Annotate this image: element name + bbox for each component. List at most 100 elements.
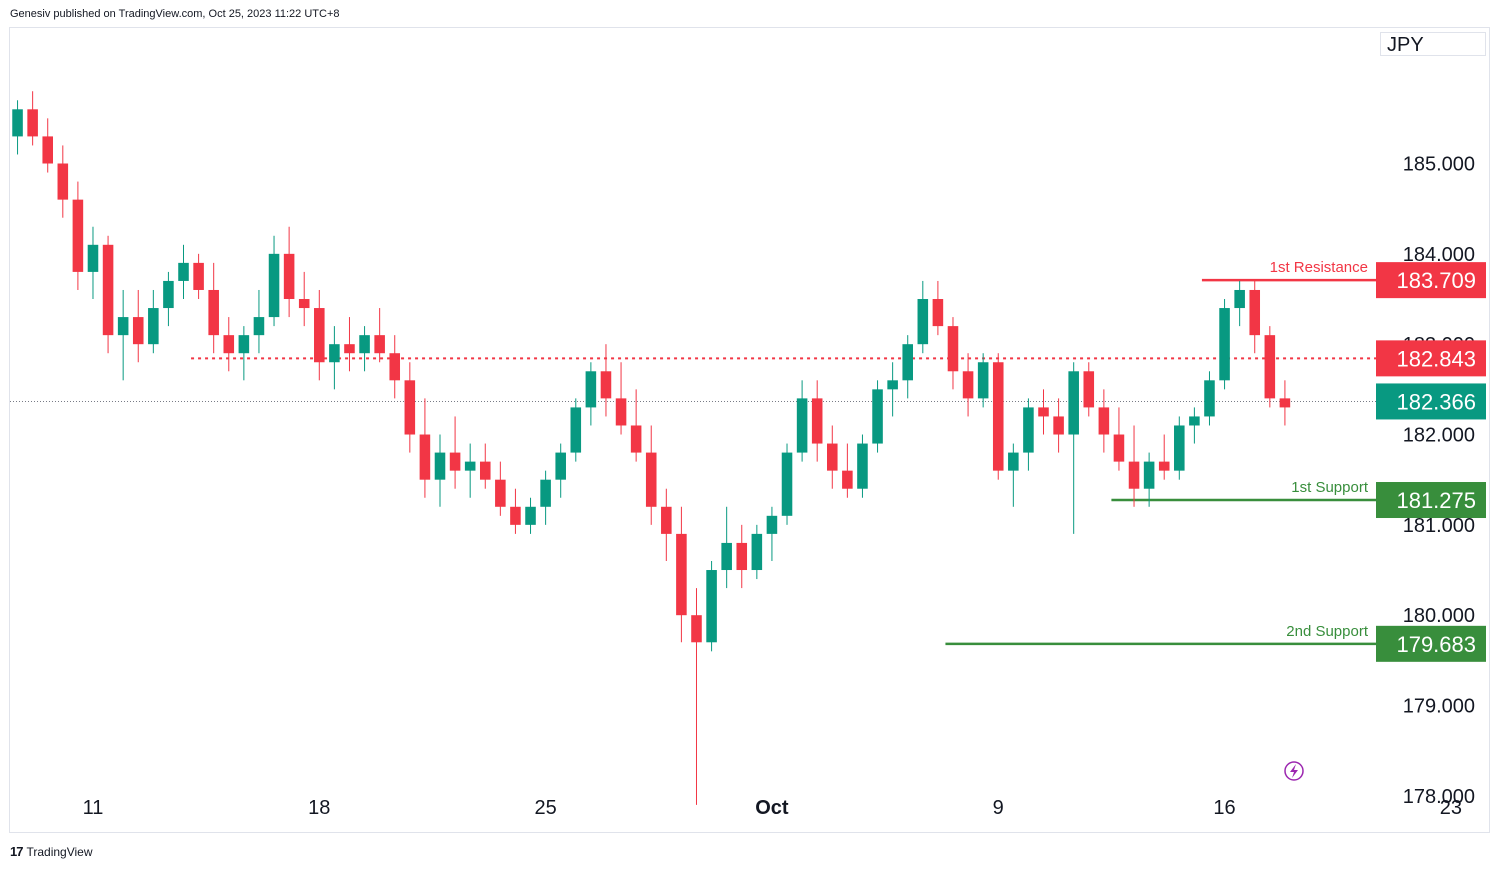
candle-body xyxy=(630,425,642,453)
y-tick-label: 180.000 xyxy=(1403,605,1475,627)
candle-body xyxy=(57,163,69,200)
candle xyxy=(842,443,853,498)
candle xyxy=(902,335,913,399)
candle xyxy=(736,524,748,589)
candle-body xyxy=(253,317,265,336)
candle xyxy=(193,253,204,300)
candle-body xyxy=(495,479,506,507)
candle xyxy=(811,380,823,462)
candle xyxy=(57,145,69,218)
candle xyxy=(887,362,898,417)
candle xyxy=(1264,326,1276,408)
candle xyxy=(464,443,476,498)
candle-body xyxy=(887,380,898,390)
candle-body xyxy=(721,542,732,571)
candle-body xyxy=(72,199,84,272)
chart-frame[interactable] xyxy=(9,27,1490,833)
y-tick-label: 181.000 xyxy=(1403,515,1475,537)
candle xyxy=(163,271,174,327)
y-tick-label: 179.000 xyxy=(1403,696,1475,718)
candle-body xyxy=(796,398,808,453)
candle xyxy=(1234,280,1245,327)
candle xyxy=(72,181,84,290)
candle xyxy=(630,389,642,462)
candle-body xyxy=(419,434,431,480)
candle-body xyxy=(1098,407,1110,435)
candle-body xyxy=(540,479,551,507)
currency-label[interactable]: JPY xyxy=(1380,32,1486,56)
y-tick-label: 184.000 xyxy=(1403,244,1475,266)
publish-info: Genesiv published on TradingView.com, Oc… xyxy=(10,8,340,20)
candle xyxy=(1113,407,1125,471)
candle-body xyxy=(781,452,793,516)
candle xyxy=(87,226,99,300)
y-tick-label: 185.000 xyxy=(1403,154,1475,176)
candle xyxy=(510,488,521,534)
candle xyxy=(992,353,1004,480)
candle xyxy=(570,398,582,462)
candle xyxy=(661,488,672,561)
candle-body xyxy=(917,299,929,345)
candle xyxy=(1189,407,1200,444)
candle xyxy=(389,335,401,399)
candle-body xyxy=(585,371,597,408)
candle-body xyxy=(434,452,446,480)
candle-body xyxy=(645,452,657,507)
candle xyxy=(932,280,944,336)
candle-body xyxy=(1113,434,1125,462)
candle xyxy=(540,470,551,525)
level-name: 2nd Support xyxy=(1286,623,1369,640)
candle-body xyxy=(479,461,491,480)
candle xyxy=(691,588,702,805)
candle-body xyxy=(510,506,521,525)
candle xyxy=(1249,280,1261,354)
level-price-tag xyxy=(1376,340,1486,377)
candle-body xyxy=(329,344,340,363)
candle-body xyxy=(857,443,868,489)
candle xyxy=(857,434,868,498)
candle xyxy=(796,380,808,462)
candle xyxy=(27,91,38,146)
candle xyxy=(766,506,778,561)
candle xyxy=(359,326,370,372)
candle xyxy=(781,443,793,525)
candle-body xyxy=(1279,398,1291,408)
candle xyxy=(827,425,838,489)
level-price-tag xyxy=(1376,262,1486,299)
candle xyxy=(1098,389,1110,453)
candle xyxy=(1068,362,1079,534)
candle-body xyxy=(193,262,204,290)
level-price-label: 181.275 xyxy=(1396,488,1476,513)
candle xyxy=(962,353,974,417)
candle xyxy=(178,244,189,300)
candle-body xyxy=(706,570,717,643)
candle xyxy=(1128,425,1140,507)
candle-body xyxy=(827,443,838,471)
candle-body xyxy=(178,262,189,281)
x-tick-label: 23 xyxy=(1440,797,1462,819)
candle-body xyxy=(842,470,853,489)
candle-body xyxy=(1158,461,1170,471)
candle xyxy=(525,497,536,534)
candle-body xyxy=(1068,371,1079,435)
candle xyxy=(1204,371,1215,426)
lightning-icon[interactable] xyxy=(1284,761,1304,781)
candle-body xyxy=(1189,416,1200,426)
candle-body xyxy=(268,253,280,318)
candle-body xyxy=(751,533,763,571)
candle-body xyxy=(872,389,883,444)
candle-body xyxy=(615,398,627,426)
candle xyxy=(1023,398,1034,471)
candle xyxy=(479,443,491,489)
candle xyxy=(117,289,129,381)
candle xyxy=(1143,452,1155,507)
candle xyxy=(1219,299,1230,390)
candle-body xyxy=(1023,407,1034,453)
candle-body xyxy=(1174,425,1185,471)
candle-body xyxy=(1219,308,1230,381)
candle xyxy=(721,506,732,589)
candle xyxy=(12,100,23,155)
x-tick-label: 25 xyxy=(534,797,556,819)
candle-body xyxy=(117,317,129,336)
